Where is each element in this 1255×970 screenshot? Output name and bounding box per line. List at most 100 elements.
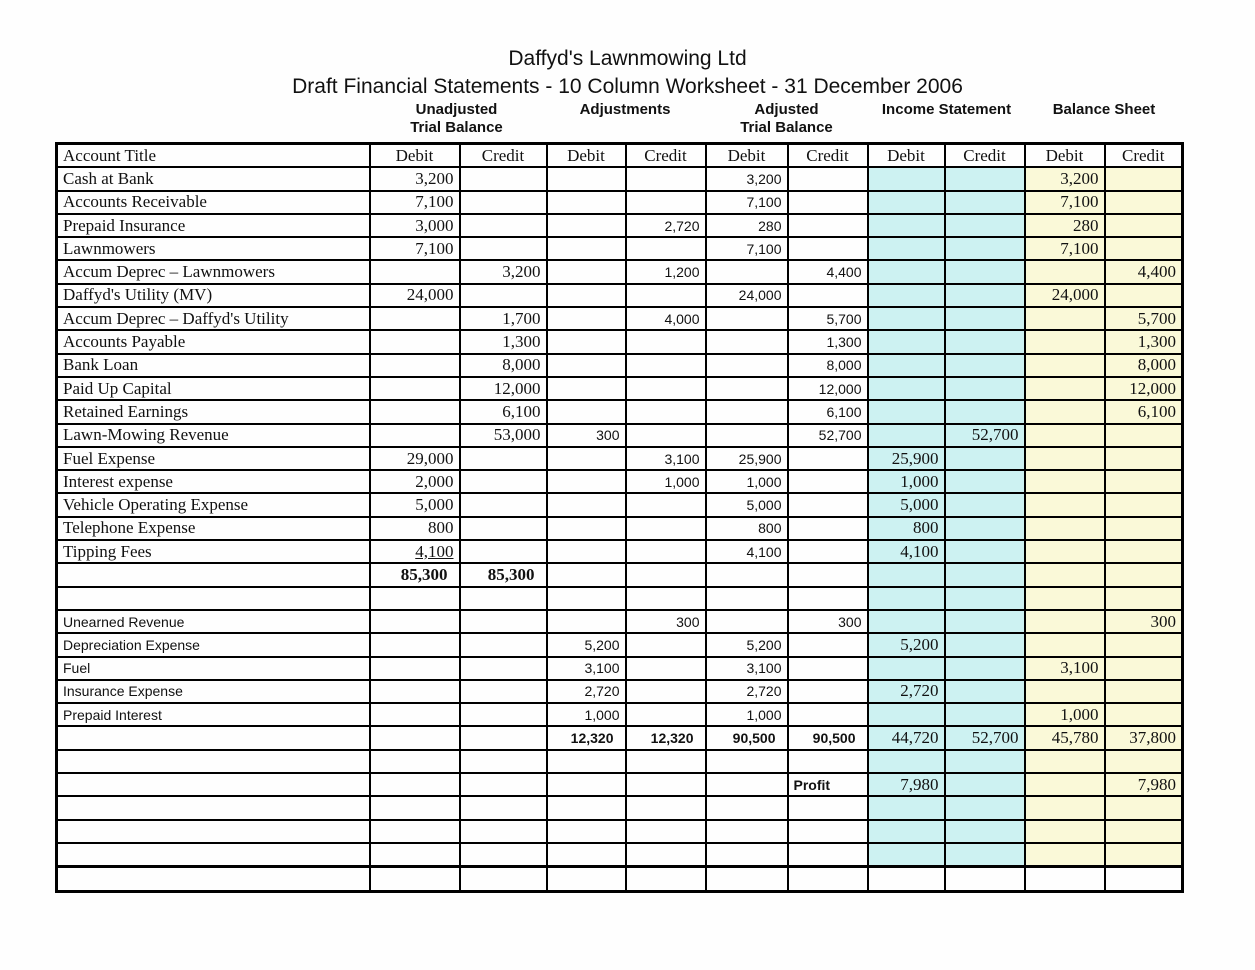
worksheet-cell (943, 865, 1026, 893)
worksheet-cell (458, 166, 548, 192)
worksheet-cell: 4,100 (368, 539, 461, 565)
worksheet-cell (458, 655, 548, 681)
header-credit: Credit (458, 142, 548, 169)
worksheet-cell: 24,000 (704, 282, 789, 309)
worksheet-cell (943, 632, 1026, 658)
worksheet-cell (545, 445, 627, 472)
header-debit: Debit (368, 142, 461, 169)
account-cell: Telephone Expense (55, 515, 371, 542)
worksheet-cell (368, 702, 461, 728)
worksheet-cell (1103, 189, 1184, 215)
header-debit: Debit (545, 142, 627, 169)
group-adjusted-trial-balance: Adjusted Trial Balance (705, 101, 868, 137)
worksheet-cell (368, 608, 461, 635)
worksheet-cell (1023, 352, 1106, 378)
worksheet-cell (866, 259, 946, 285)
worksheet-cell (368, 329, 461, 355)
worksheet-cell: 300 (545, 422, 627, 448)
worksheet-row: Bank Loan 8,000 8,000 8,000 (55, 352, 1184, 378)
worksheet-cell: 52,700 (943, 725, 1026, 751)
worksheet-cell (624, 375, 707, 402)
worksheet-cell: 25,900 (704, 445, 789, 472)
worksheet-cell (866, 608, 946, 635)
worksheet-cell (943, 282, 1026, 309)
worksheet-row: 85,300 85,300 (55, 562, 1184, 588)
account-cell: Retained Earnings (55, 399, 371, 425)
worksheet-cell: 1,000 (704, 702, 789, 728)
worksheet-cell: 5,200 (545, 632, 627, 658)
worksheet-cell (1023, 608, 1106, 635)
worksheet-cell (704, 306, 789, 332)
worksheet-cell (624, 585, 707, 611)
worksheet-cell (1103, 166, 1184, 192)
worksheet-cell (1023, 445, 1106, 472)
worksheet-cell: 300 (786, 608, 869, 635)
worksheet-cell: 300 (1103, 608, 1184, 635)
worksheet-body: Account Title Debit Credit Debit Credit Debi… (55, 142, 1184, 893)
worksheet-cell: 3,200 (368, 166, 461, 192)
worksheet-cell (368, 748, 461, 775)
header-account-title: Account Title (55, 142, 371, 169)
worksheet-cell: 280 (1023, 212, 1106, 239)
worksheet-cell (866, 306, 946, 332)
worksheet-row: Telephone Expense 800 800 800 (55, 515, 1184, 542)
worksheet-cell (368, 841, 461, 868)
group-label-line: Trial Balance (410, 119, 503, 136)
worksheet-cell: 8,000 (1103, 352, 1184, 378)
worksheet-cell (624, 678, 707, 705)
worksheet-row: Depreciation Expense 5,200 5,200 5,200 (55, 632, 1184, 658)
worksheet-cell (368, 375, 461, 402)
header-row: Account Title Debit Credit Debit Credit Debi… (55, 142, 1184, 169)
worksheet-cell (458, 189, 548, 215)
worksheet-cell (624, 632, 707, 658)
worksheet-cell (943, 375, 1026, 402)
worksheet-cell (624, 189, 707, 215)
worksheet-cell (1103, 655, 1184, 681)
worksheet-cell (545, 865, 627, 893)
worksheet-cell: 90,500 (704, 725, 789, 751)
worksheet-cell (943, 841, 1026, 868)
worksheet-cell: 52,700 (943, 422, 1026, 448)
worksheet-cell (545, 212, 627, 239)
worksheet-cell: 90,500 (786, 725, 869, 751)
worksheet-cell (704, 562, 789, 588)
account-cell: Paid Up Capital (55, 375, 371, 402)
worksheet-cell (624, 236, 707, 262)
worksheet-cell (786, 795, 869, 821)
worksheet-cell (624, 795, 707, 821)
worksheet-cell (1023, 399, 1106, 425)
worksheet-cell: 1,200 (624, 259, 707, 285)
worksheet-cell (1023, 422, 1106, 448)
account-cell: Unearned Revenue (55, 608, 371, 635)
worksheet-cell (1023, 748, 1106, 775)
group-label-line: Balance Sheet (1052, 101, 1156, 118)
worksheet-cell (786, 445, 869, 472)
worksheet-cell (866, 585, 946, 611)
worksheet-cell (786, 655, 869, 681)
worksheet-cell: 1,700 (458, 306, 548, 332)
worksheet-cell (866, 399, 946, 425)
worksheet-cell: 4,000 (624, 306, 707, 332)
worksheet-cell (545, 236, 627, 262)
worksheet-cell: 1,000 (545, 702, 627, 728)
worksheet-row (55, 841, 1184, 868)
worksheet-cell (786, 236, 869, 262)
worksheet-cell (1023, 259, 1106, 285)
account-cell: Daffyd's Utility (MV) (55, 282, 371, 309)
worksheet-row: Retained Earnings 6,100 6,100 6,100 (55, 399, 1184, 425)
worksheet-cell: 52,700 (786, 422, 869, 448)
worksheet-cell (1023, 469, 1106, 495)
worksheet-row: Unearned Revenue 300 300 300 (55, 608, 1184, 635)
worksheet-cell (786, 841, 869, 868)
worksheet-cell (1023, 678, 1106, 705)
worksheet-cell: 7,100 (368, 189, 461, 215)
group-income-statement: Income Statement (868, 101, 1025, 119)
worksheet-cell (624, 399, 707, 425)
worksheet-cell (545, 841, 627, 868)
page-subtitle: Draft Financial Statements - 10 Column W… (292, 75, 963, 98)
worksheet-cell (458, 236, 548, 262)
worksheet-cell: 4,100 (704, 539, 789, 565)
account-cell (55, 818, 371, 844)
worksheet-cell (545, 469, 627, 495)
worksheet-cell (1103, 632, 1184, 658)
